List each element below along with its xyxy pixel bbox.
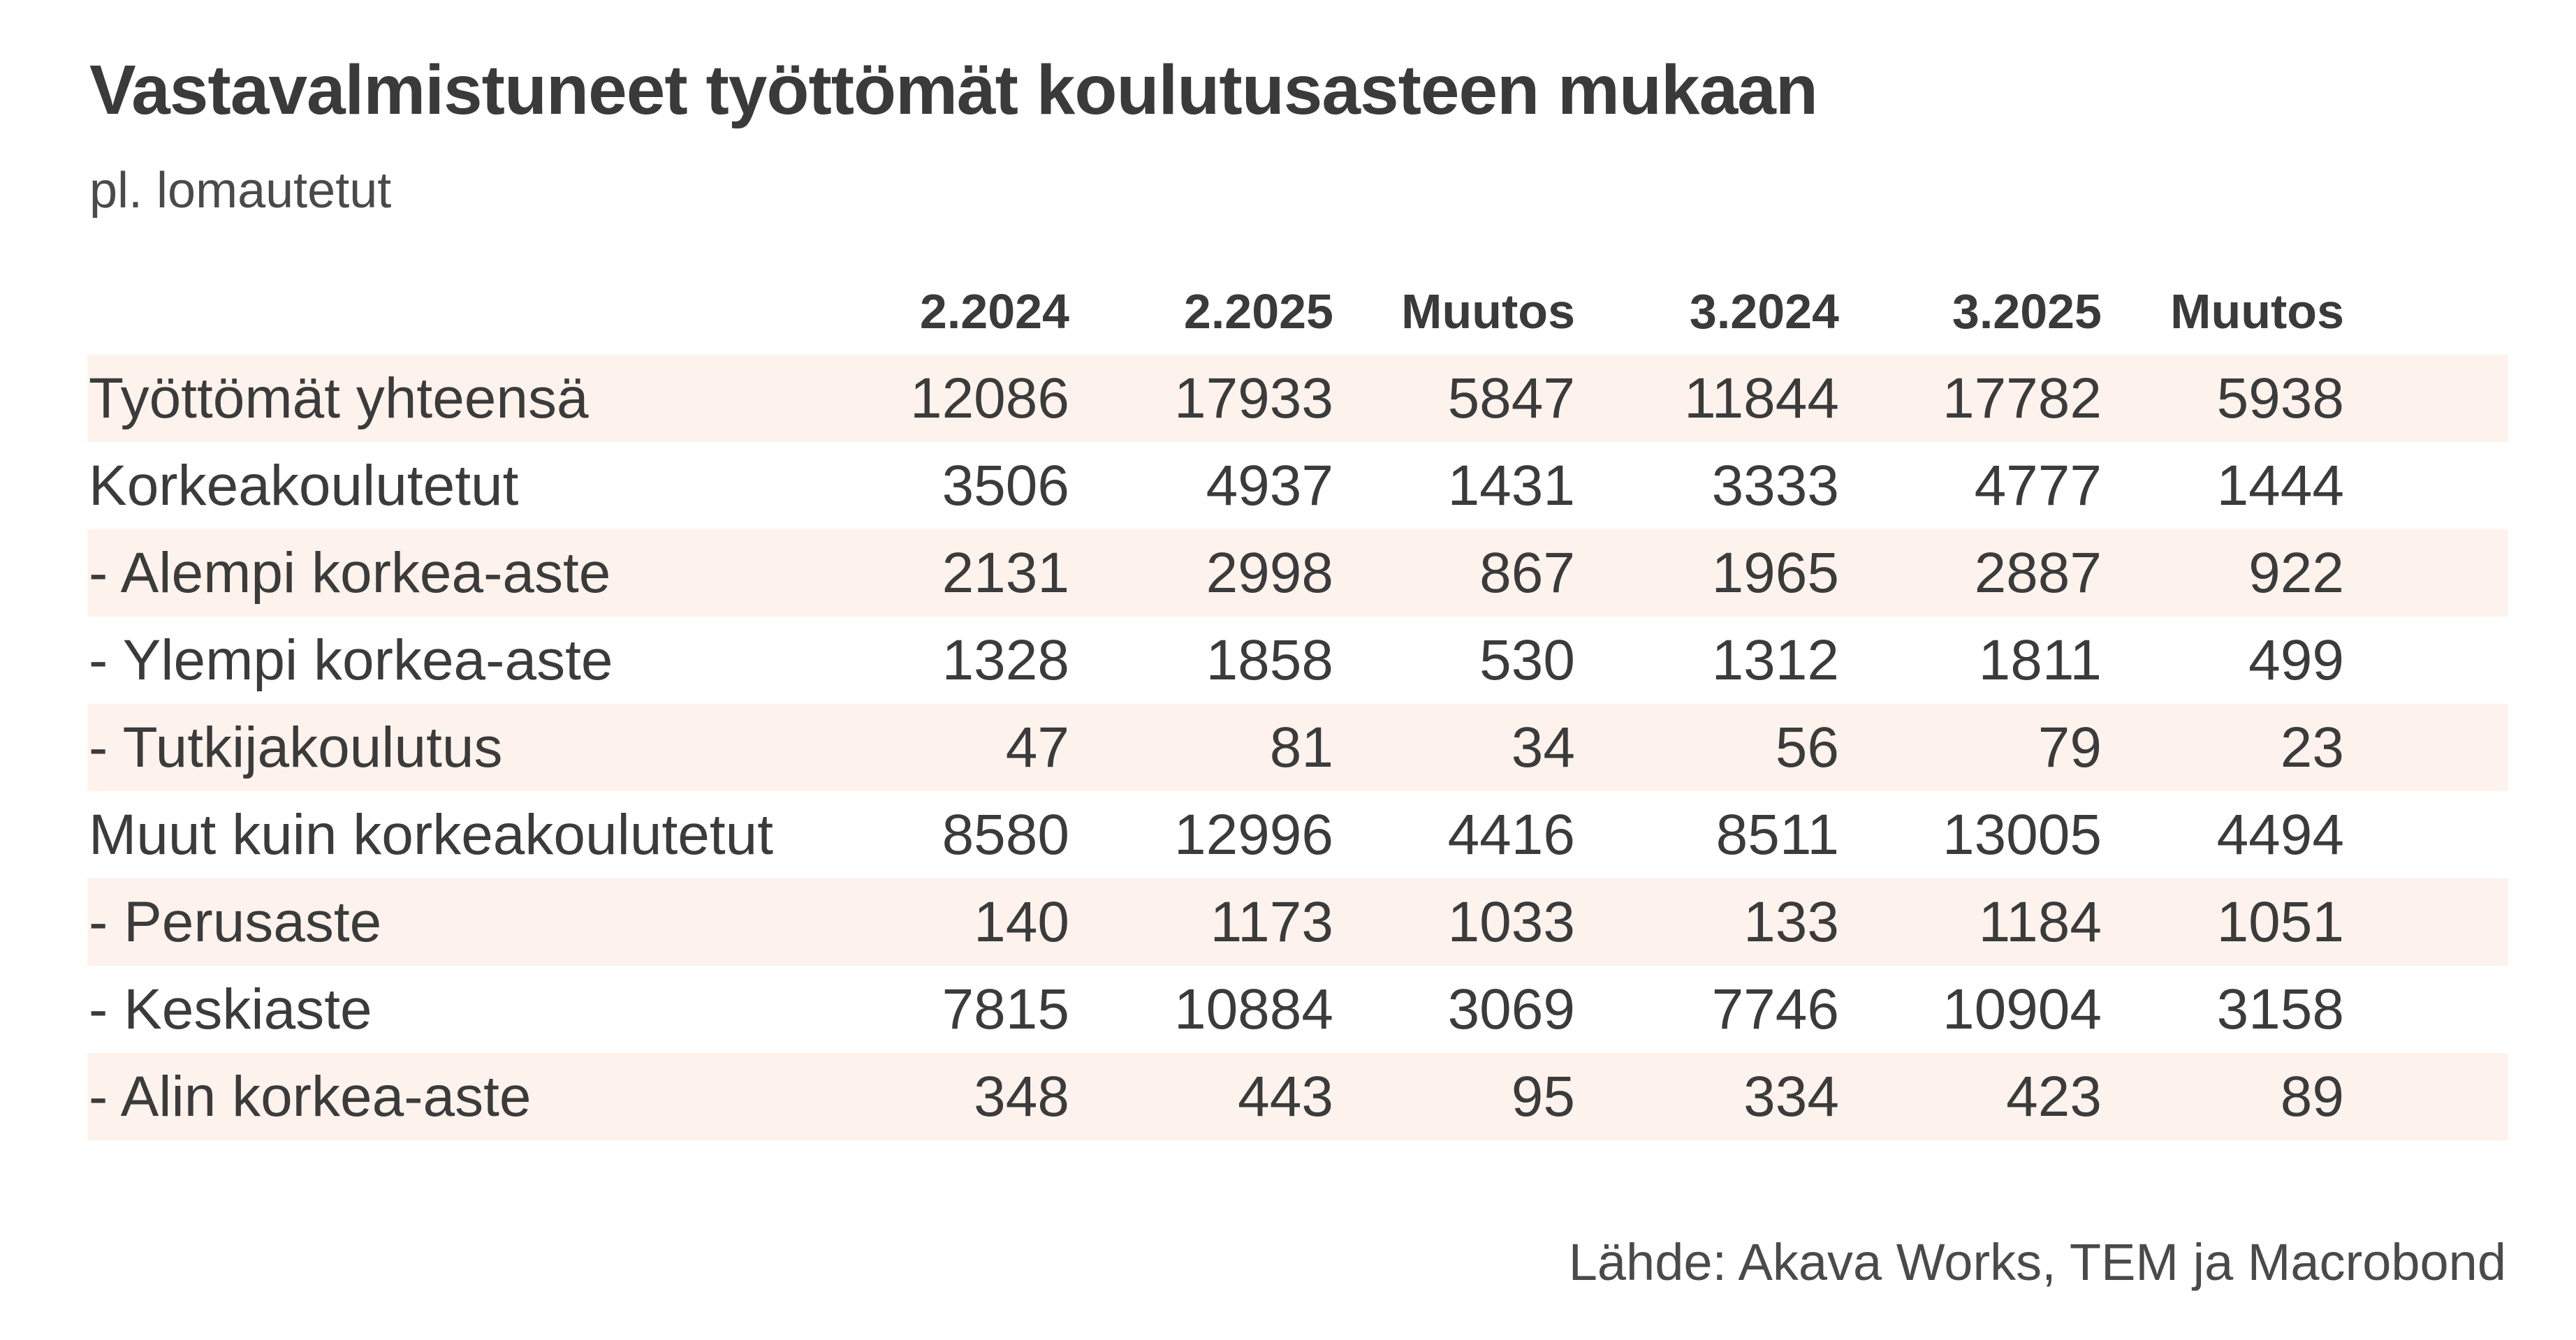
table-cell: 1051 (2216, 890, 2344, 954)
column-header: 3.2024 (1689, 284, 1839, 339)
table-cell: 2998 (1206, 541, 1333, 605)
table-cell: 1312 (1711, 628, 1839, 692)
column-header: Muutos (2170, 284, 2344, 339)
table-row: Muut kuin korkeakoulutetut 8580 12996 4416 8… (87, 791, 2508, 878)
table-header-row: 2.2024 2.2025 Muutos 3.2024 3.2025 Muuto… (87, 268, 2508, 355)
table-cell: 4777 (1974, 454, 2102, 517)
table-cell: 79 (2037, 716, 2102, 779)
table-row: Korkeakoulutetut 3506 4937 1431 3333 4777 1444 (87, 442, 2508, 529)
table-cell: 2887 (1974, 541, 2102, 605)
data-table: 2.2024 2.2025 Muutos 3.2024 3.2025 Muuto… (87, 268, 2508, 1140)
table-cell: 11844 (1684, 367, 1839, 430)
column-header: 3.2025 (1952, 284, 2102, 339)
table-cell: 5938 (2216, 367, 2344, 430)
table-cell: 4494 (2216, 803, 2344, 867)
table-cell: 12086 (909, 367, 1069, 430)
table-cell: 140 (974, 890, 1069, 954)
table-cell: 3158 (2216, 978, 2344, 1041)
table-row: - Keskiaste 7815 10884 3069 7746 10904 3158 (87, 966, 2508, 1053)
table-cell: 334 (1743, 1065, 1839, 1128)
row-label: - Alempi korkea-aste (89, 541, 611, 605)
table-cell: 10884 (1173, 978, 1333, 1041)
table-cell: 348 (974, 1065, 1069, 1128)
row-label: - Keskiaste (89, 978, 372, 1041)
table-cell: 1328 (942, 628, 1069, 692)
table-cell: 423 (2006, 1065, 2102, 1128)
table-cell: 23 (2280, 716, 2344, 779)
table-cell: 8511 (1715, 803, 1839, 867)
table-cell: 499 (2248, 628, 2344, 692)
table-cell: 1858 (1206, 628, 1333, 692)
table-cell: 10904 (1942, 978, 2102, 1041)
table-cell: 17933 (1173, 367, 1333, 430)
table-row: Työttömät yhteensä 12086 17933 5847 11844 177… (87, 355, 2508, 442)
row-label: - Tutkijakoulutus (89, 716, 503, 779)
table-cell: 89 (2280, 1065, 2344, 1128)
table-cell: 2131 (942, 541, 1069, 605)
table-cell: 7746 (1711, 978, 1839, 1041)
row-label: - Ylempi korkea-aste (89, 628, 613, 692)
table-cell: 1811 (1978, 628, 2102, 692)
table-cell: 81 (1269, 716, 1333, 779)
row-label: Muut kuin korkeakoulutetut (89, 803, 773, 867)
table-cell: 1184 (1978, 890, 2102, 954)
column-header: 2.2024 (919, 284, 1069, 339)
column-header: 2.2025 (1183, 284, 1333, 339)
table-cell: 1444 (2216, 454, 2344, 517)
table-cell: 8580 (942, 803, 1069, 867)
table-cell: 13005 (1942, 803, 2102, 867)
table-cell: 12996 (1173, 803, 1333, 867)
table-cell: 443 (1238, 1065, 1333, 1128)
row-label: - Perusaste (89, 890, 382, 954)
table-cell: 3069 (1447, 978, 1575, 1041)
table-row: - Perusaste 140 1173 1033 133 1184 1051 (87, 878, 2508, 966)
column-header: Muutos (1401, 284, 1575, 339)
table-cell: 17782 (1942, 367, 2102, 430)
table-cell: 3333 (1711, 454, 1839, 517)
chart-subtitle: pl. lomautetut (89, 163, 392, 219)
table-cell: 56 (1775, 716, 1839, 779)
row-label: - Alin korkea-aste (89, 1065, 532, 1128)
table-cell: 1033 (1447, 890, 1575, 954)
table-cell: 922 (2248, 541, 2344, 605)
table-cell: 1173 (1210, 890, 1333, 954)
table-cell: 5847 (1447, 367, 1575, 430)
table-row: - Alempi korkea-aste 2131 2998 867 1965 2887 9… (87, 529, 2508, 617)
table-cell: 47 (1005, 716, 1069, 779)
table-cell: 133 (1743, 890, 1839, 954)
table-cell: 4416 (1447, 803, 1575, 867)
table-row: - Ylempi korkea-aste 1328 1858 530 1312 1811 4… (87, 617, 2508, 704)
table-body: Työttömät yhteensä 12086 17933 5847 11844 177… (87, 355, 2508, 1140)
row-label: Korkeakoulutetut (89, 454, 519, 517)
table-row: - Alin korkea-aste 348 443 95 334 423 89 (87, 1053, 2508, 1140)
table-row: - Tutkijakoulutus 47 81 34 56 79 23 (87, 704, 2508, 791)
row-label: Työttömät yhteensä (89, 367, 589, 430)
table-cell: 530 (1479, 628, 1575, 692)
table-cell: 1965 (1711, 541, 1839, 605)
table-cell: 3506 (942, 454, 1069, 517)
table-cell: 34 (1511, 716, 1575, 779)
chart-title: Vastavalmistuneet työttömät koulutusaste… (89, 51, 1818, 129)
source-note: Lähde: Akava Works, TEM ja Macrobond (1568, 1233, 2506, 1291)
table-cell: 867 (1479, 541, 1575, 605)
table-cell: 7815 (942, 978, 1069, 1041)
table-cell: 1431 (1447, 454, 1575, 517)
table-cell: 95 (1511, 1065, 1575, 1128)
table-cell: 4937 (1206, 454, 1333, 517)
